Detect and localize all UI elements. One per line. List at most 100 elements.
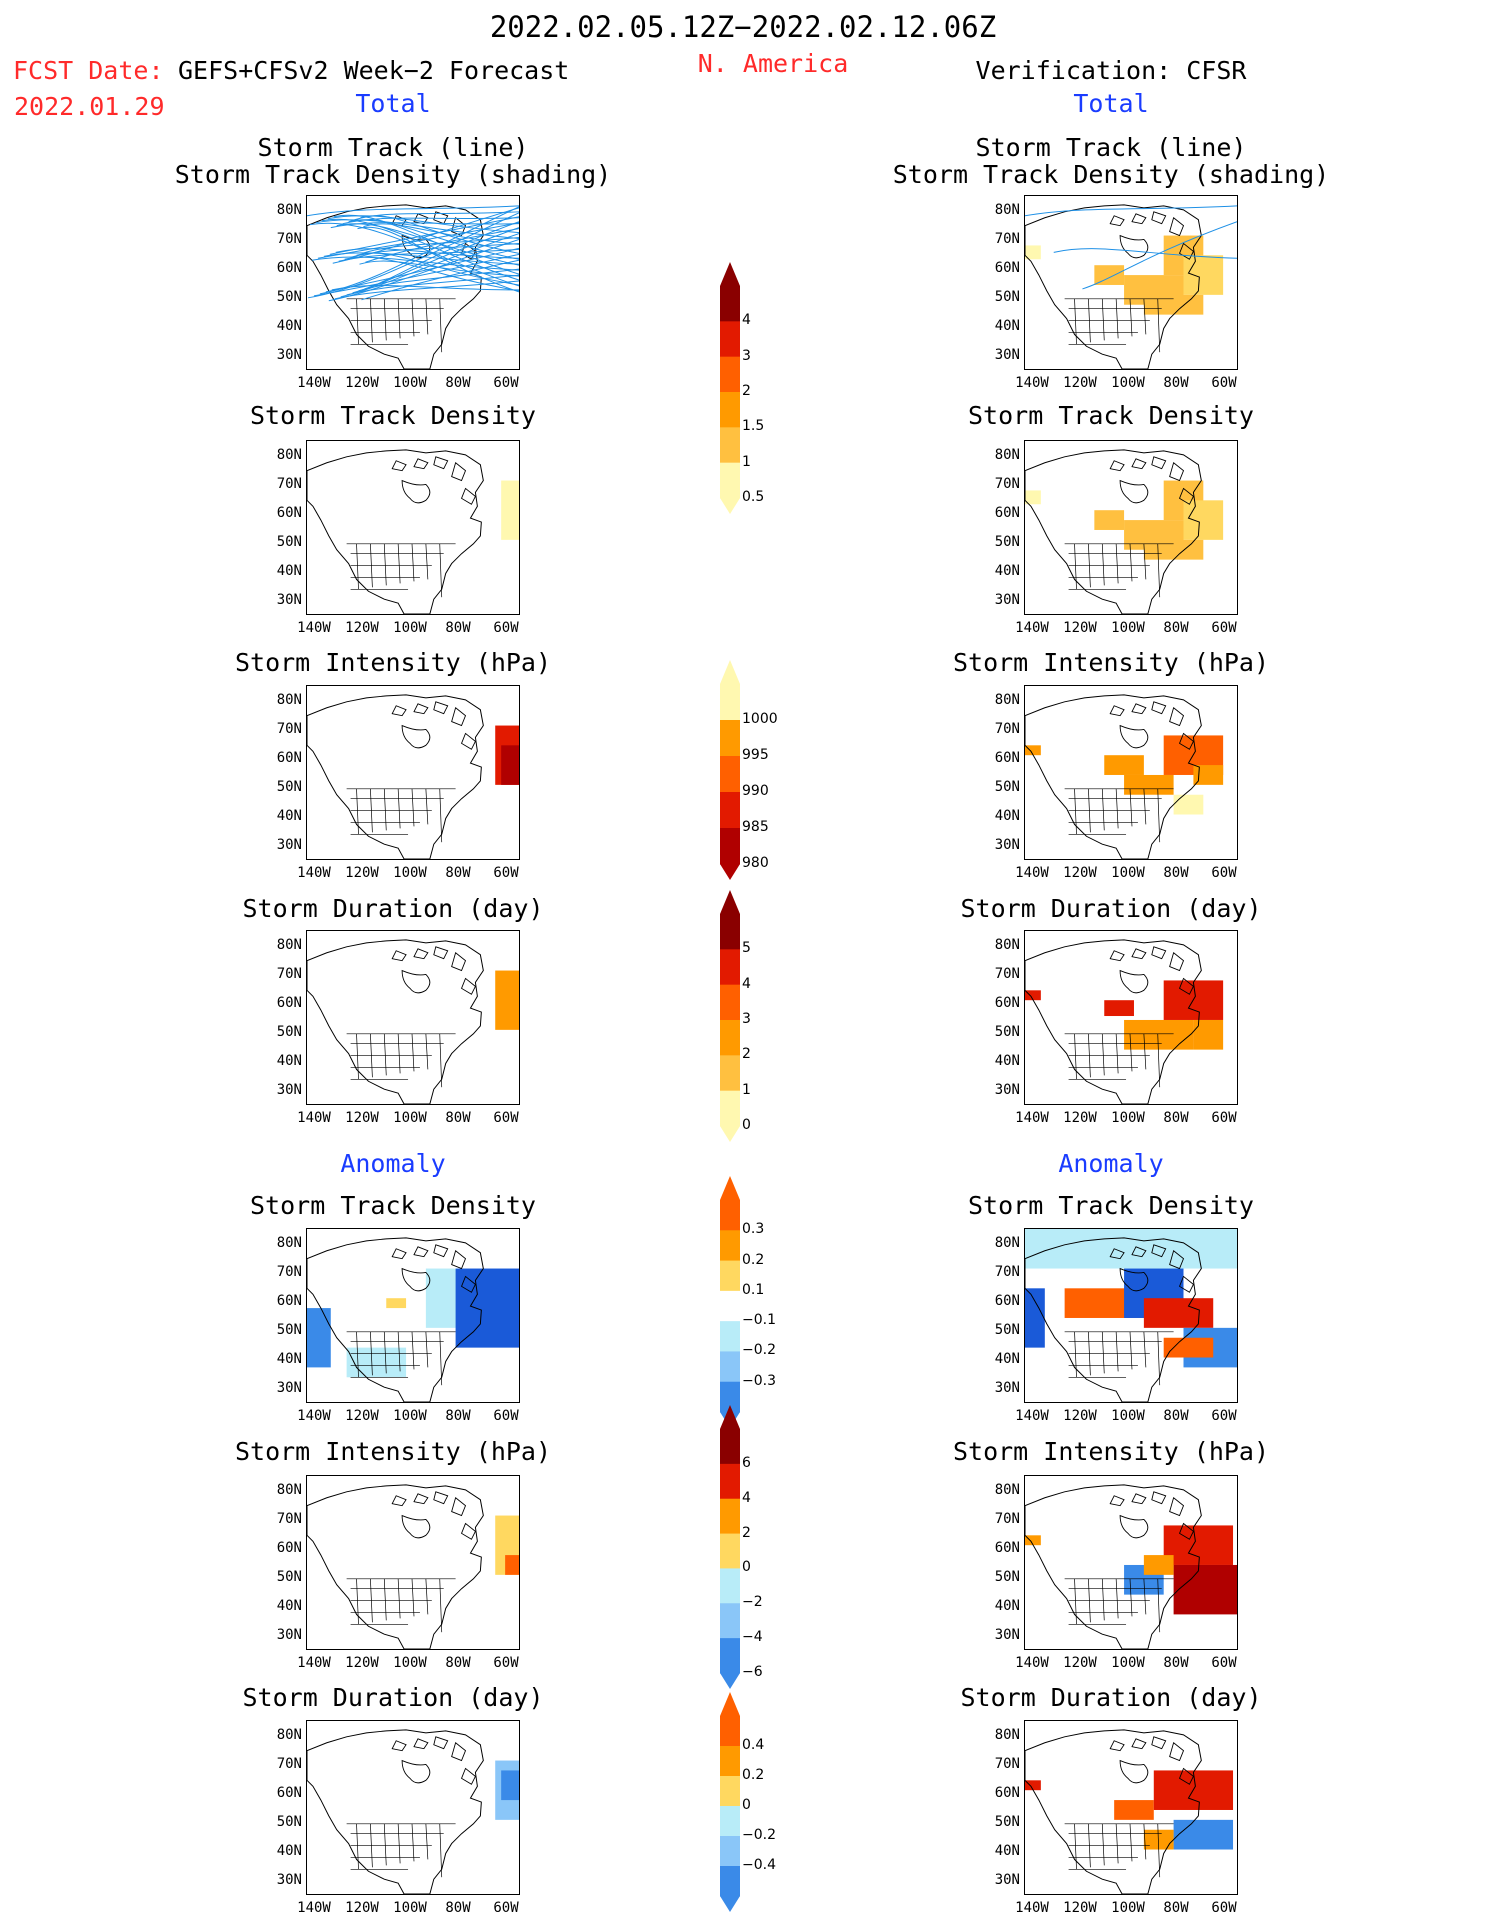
colorbar-segment: [720, 1568, 740, 1604]
storm-track-line: [361, 259, 519, 301]
coastline: [1025, 694, 1202, 859]
coastline-detail: [1151, 946, 1167, 960]
coastline-detail: [460, 977, 476, 995]
lat-label: 60N: [276, 505, 302, 521]
lat-label: 70N: [276, 1756, 302, 1772]
fcst-density-title: Storm Track Density: [250, 401, 536, 430]
lon-label: 100W: [1111, 375, 1145, 391]
coastline-detail: [451, 1496, 467, 1517]
section-anomaly-left: Anomaly: [340, 1149, 446, 1178]
coastline-detail: [1119, 234, 1149, 259]
colorbar-arrow-top: [720, 1405, 740, 1429]
shading-cell: [1094, 510, 1125, 530]
state-boundaries: [1064, 788, 1174, 843]
shading-cell: [505, 1555, 519, 1575]
coastline: [1025, 939, 1202, 1104]
lat-label: 60N: [276, 750, 302, 766]
state-boundaries: [1064, 543, 1174, 598]
storm-track-line: [359, 260, 519, 277]
lon-label: 80W: [445, 1110, 471, 1126]
lon-label: 100W: [1111, 865, 1145, 881]
verif-track-subtitle: Storm Track Density (shading): [892, 160, 1330, 189]
lat-label: 60N: [994, 995, 1020, 1011]
fcst-duration-title: Storm Duration (day): [242, 894, 544, 923]
lat-label: 30N: [994, 1380, 1020, 1396]
coastline-detail: [451, 461, 467, 482]
colorbar-segment: [720, 792, 740, 829]
lon-label: 100W: [393, 1655, 427, 1671]
section-total-right: Total: [1073, 89, 1149, 118]
lon-label: 60W: [1211, 1655, 1237, 1671]
coastline-detail: [1119, 1514, 1149, 1539]
lat-label: 50N: [994, 534, 1020, 550]
lat-label: 80N: [994, 202, 1020, 218]
colorbar-segment: [720, 1290, 740, 1322]
lon-label: 120W: [345, 1408, 379, 1424]
lat-label: 80N: [276, 692, 302, 708]
coastline-detail: [413, 213, 429, 225]
coastline-detail: [1169, 216, 1185, 237]
lat-label: 70N: [276, 966, 302, 982]
shading-cell: [1025, 990, 1041, 1001]
state-boundaries: [346, 1033, 456, 1088]
verif-duration-map: [1024, 930, 1238, 1105]
coastline-detail: [460, 1767, 476, 1785]
coastline-detail: [1151, 456, 1167, 470]
lon-label: 140W: [1015, 1110, 1049, 1126]
colorbar-label: 5: [742, 940, 751, 957]
coastline-detail: [401, 969, 431, 994]
fcst-duration-anom-map: [306, 1720, 520, 1895]
verif-density-title: Storm Track Density: [968, 401, 1254, 430]
colorbar-arrow-top: [720, 1692, 740, 1716]
colorbar-segment: [720, 1200, 740, 1231]
section-total-left: Total: [355, 89, 431, 118]
lat-label: 30N: [994, 592, 1020, 608]
coastline-detail: [413, 948, 429, 960]
coastline-detail: [1151, 1491, 1167, 1505]
lat-label: 30N: [276, 1380, 302, 1396]
coastline-detail: [401, 1267, 431, 1292]
colorbar-label: 0.2: [742, 1251, 765, 1268]
shading-cell: [1143, 1829, 1174, 1850]
coastline-detail: [433, 946, 449, 960]
coastline-detail: [433, 1491, 449, 1505]
colorbar-label: 2: [742, 383, 751, 399]
colorbar-label: 6: [742, 1454, 751, 1471]
colorbar-segment: [720, 1429, 740, 1465]
coastline-detail: [1169, 951, 1185, 972]
lat-label: 70N: [276, 1511, 302, 1527]
colorbar-label: 1.5: [742, 418, 765, 435]
colorbar-arrow-bottom: [720, 1896, 740, 1912]
lon-label: 80W: [445, 375, 471, 391]
coastline-detail: [391, 460, 407, 472]
shading-cell: [1143, 1555, 1174, 1575]
colorbar-label: 4: [742, 312, 751, 329]
lat-label: 50N: [994, 1322, 1020, 1338]
state-boundaries: [346, 1578, 456, 1633]
colorbar-segment: [720, 1351, 740, 1383]
storm-track-line: [329, 216, 519, 255]
storm-track-line: [363, 223, 519, 245]
coastline-detail: [413, 1493, 429, 1505]
storm-track-line: [340, 233, 519, 298]
coastline-detail: [1119, 1267, 1149, 1292]
coastline-detail: [433, 456, 449, 470]
shading-cell: [1124, 1019, 1194, 1050]
coastline-detail: [451, 951, 467, 972]
colorbar-label: 1000: [742, 711, 778, 727]
coastline-detail: [460, 1275, 476, 1293]
shading-cell: [1193, 1019, 1224, 1050]
colorbar-duration-anom: [720, 1692, 740, 1916]
coastline-detail: [451, 706, 467, 727]
coastline: [1025, 204, 1202, 369]
shading-cell: [501, 480, 519, 540]
verif-intensity-map: [1024, 685, 1238, 860]
colorbar-duration-total: [720, 890, 740, 1146]
lat-label: 30N: [276, 592, 302, 608]
storm-track-line: [352, 227, 519, 294]
verif-duration-anom-map: [1024, 1720, 1238, 1895]
colorbar-segment: [720, 427, 740, 464]
colorbar-segment: [720, 914, 740, 950]
verification-label: Verification: CFSR: [975, 56, 1247, 85]
coastline: [1025, 1729, 1202, 1894]
